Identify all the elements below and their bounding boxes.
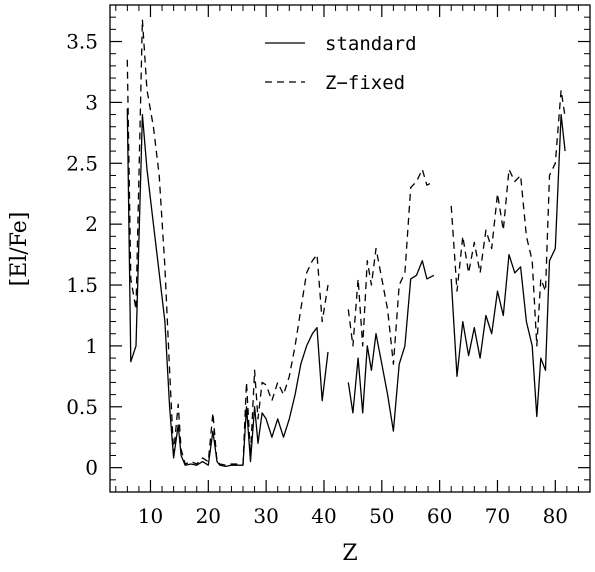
x-axis-title: Z — [342, 541, 357, 566]
series-z-fixed-line — [126, 18, 329, 466]
y-tick-label: 3.5 — [66, 30, 98, 54]
x-tick-label: 80 — [543, 504, 568, 528]
x-tick-label: 40 — [311, 504, 336, 528]
y-tick-label: 2 — [85, 212, 98, 236]
x-tick-label: 20 — [196, 504, 221, 528]
y-tick-label: 2.5 — [66, 151, 98, 175]
x-tick-label: 30 — [253, 504, 278, 528]
y-axis-title: [El/Fe] — [7, 212, 32, 287]
series-standard-line — [347, 260, 435, 432]
y-tick-label: 0 — [85, 456, 98, 480]
series-standard-line — [126, 108, 329, 468]
legend-label-z-fixed: Z−fixed — [325, 72, 405, 94]
series-z-fixed-line — [347, 168, 435, 365]
series-layer — [126, 18, 566, 468]
series-standard-line — [450, 113, 566, 418]
y-tick-label: 1 — [85, 334, 98, 358]
y-tick-label: 3 — [85, 90, 98, 114]
legend: standard Z−fixed — [265, 33, 417, 94]
y-tick-label: 0.5 — [66, 395, 98, 419]
x-tick-label: 50 — [369, 504, 394, 528]
x-tick-label: 10 — [138, 504, 163, 528]
x-tick-label: 70 — [485, 504, 510, 528]
legend-label-standard: standard — [325, 33, 417, 55]
series-z-fixed-line — [450, 89, 566, 347]
ticks-layer: 10 20 30 40 50 60 70 80 0 0.5 1 1.5 2 2.5 3 3.5 — [66, 5, 591, 528]
x-tick-label: 60 — [427, 504, 452, 528]
y-tick-label: 1.5 — [66, 273, 98, 297]
